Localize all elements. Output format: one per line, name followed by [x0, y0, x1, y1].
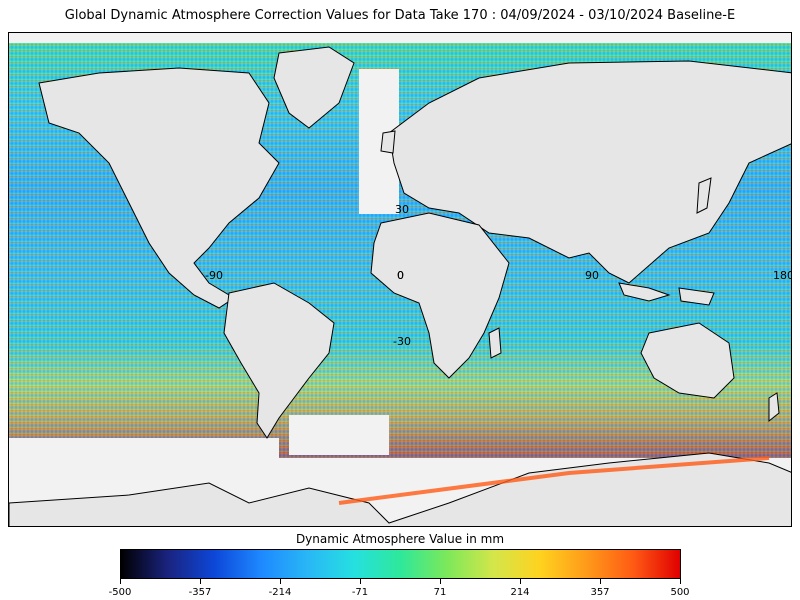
africa-landmass: [370, 212, 510, 379]
colorbar-tickmark: [520, 579, 521, 584]
map-svg: 30 0 -30 -90 0 90 180: [9, 43, 792, 526]
lat-label-neg30: -30: [393, 335, 411, 348]
lon-label-90: 90: [585, 269, 599, 282]
australia-landmass: [640, 322, 735, 399]
colorbar-tick-label: 71: [433, 587, 447, 598]
colorbar-tick-label: 357: [590, 587, 610, 598]
lon-label-0: 0: [397, 269, 404, 282]
colorbar-tick-label: 214: [510, 587, 530, 598]
colorbar-tick-label: -357: [188, 587, 212, 598]
colorbar-tickmark: [280, 579, 281, 584]
lat-label-0: 0: [397, 269, 404, 282]
eurasia-landmass: [388, 60, 791, 284]
colorbar-tickmark: [200, 579, 201, 584]
chart-title: Global Dynamic Atmosphere Correction Val…: [64, 8, 736, 23]
colorbar-tickmark: [120, 579, 121, 584]
lon-label-180: 180: [773, 269, 792, 282]
colorbar-tickmark: [440, 579, 441, 584]
colorbar-tickmark: [600, 579, 601, 584]
world-map: 30 0 -30 -90 0 90 180: [8, 32, 792, 527]
lat-label-30: 30: [395, 203, 409, 216]
south-america-landmass: [223, 282, 335, 439]
colorbar-tick-label: -71: [351, 587, 369, 598]
colorbar: [120, 549, 681, 579]
colorbar-title: Dynamic Atmosphere Value in mm: [295, 532, 505, 546]
data-gap: [289, 415, 389, 455]
colorbar-tickmark: [680, 579, 681, 584]
north-america-landmass: [38, 67, 280, 309]
data-gap: [9, 438, 279, 468]
colorbar-tickmark: [360, 579, 361, 584]
colorbar-tick-label: -500: [108, 587, 132, 598]
lon-label-neg90: -90: [205, 269, 223, 282]
greenland-landmass: [273, 46, 355, 129]
colorbar-tick-label: -214: [268, 587, 292, 598]
colorbar-tick-label: 500: [670, 587, 690, 598]
